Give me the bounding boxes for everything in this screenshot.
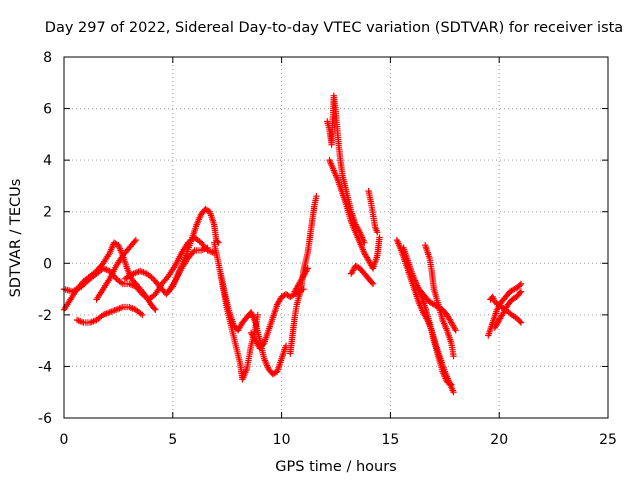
series-arc-19 xyxy=(413,283,459,334)
data-point xyxy=(452,327,459,334)
data-point xyxy=(214,238,221,245)
data-point xyxy=(516,289,524,297)
y-tick-label: -6 xyxy=(38,411,52,427)
data-point xyxy=(376,234,383,241)
x-axis-label: GPS time / hours xyxy=(275,459,396,475)
series-arc-3 xyxy=(73,303,146,326)
data-point xyxy=(516,282,524,289)
data-point xyxy=(517,280,525,288)
data-point xyxy=(448,381,455,388)
series-arc-6 xyxy=(165,244,211,295)
y-tick-label: 6 xyxy=(43,102,52,118)
x-tick-label: 5 xyxy=(168,432,177,448)
series-arc-9 xyxy=(247,285,307,352)
series-arc-4 xyxy=(93,236,139,303)
y-tick-label: 0 xyxy=(43,256,52,272)
data-point xyxy=(374,229,381,236)
series-arc-15 xyxy=(365,187,381,236)
series-arc-13 xyxy=(326,156,383,272)
data-point xyxy=(516,318,524,325)
y-tick-label: 4 xyxy=(43,153,52,169)
data-point xyxy=(313,193,320,200)
data-point xyxy=(152,306,159,313)
data-point xyxy=(129,271,136,278)
data-point xyxy=(517,288,525,295)
data-point xyxy=(132,236,139,244)
data-point xyxy=(137,289,145,296)
x-tick-label: 10 xyxy=(273,432,291,448)
y-tick-label: -4 xyxy=(38,359,52,375)
series-arc-18 xyxy=(422,242,457,360)
data-point xyxy=(368,279,376,286)
data-point xyxy=(517,319,525,326)
data-point xyxy=(131,238,138,245)
series-arc-10 xyxy=(287,193,320,357)
chart-title: Day 297 of 2022, Sidereal Day-to-day VTE… xyxy=(45,20,623,36)
y-tick-label: -2 xyxy=(38,308,52,324)
data-point xyxy=(446,380,454,387)
data-point xyxy=(304,265,311,272)
series-arc-11 xyxy=(291,265,311,295)
plot-frame xyxy=(63,56,609,419)
series-arc-22 xyxy=(487,293,525,326)
data-point xyxy=(190,248,197,256)
y-tick-labels: -6 -4 -2 0 2 4 6 8 xyxy=(38,50,52,427)
x-tick-label: 0 xyxy=(60,432,69,448)
data-point xyxy=(204,244,211,251)
x-tick-label: 25 xyxy=(599,432,617,448)
data-point xyxy=(369,280,377,288)
data-point xyxy=(139,311,146,319)
data-point xyxy=(254,311,261,319)
x-tick-label: 20 xyxy=(490,432,508,448)
series-arc-12 xyxy=(324,92,368,246)
data-point xyxy=(151,305,158,312)
series-arc-14 xyxy=(348,262,377,288)
data-point xyxy=(450,389,457,396)
axis-ticks xyxy=(63,56,609,419)
data-point xyxy=(451,325,458,332)
y-axis-label: SDTVAR / TECUs xyxy=(8,179,24,298)
x-tick-label: 15 xyxy=(381,432,399,448)
x-tick-labels: 0 5 10 15 20 25 xyxy=(60,432,617,448)
y-tick-label: 2 xyxy=(43,205,52,221)
series-arc-17 xyxy=(400,244,455,388)
data-point xyxy=(450,352,457,360)
y-tick-label: 8 xyxy=(43,50,52,66)
